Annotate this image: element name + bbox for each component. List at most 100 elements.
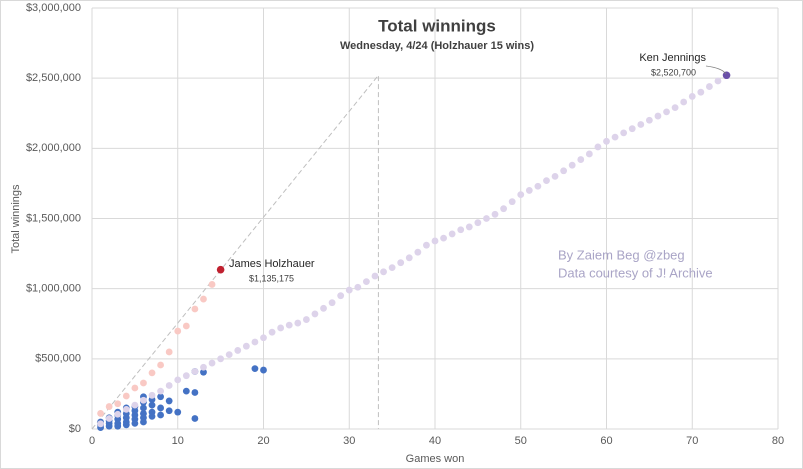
point [114,410,122,418]
point [97,410,104,417]
point [423,241,430,249]
y-tick-label: $1,000,000 [26,283,81,295]
point [534,182,542,190]
point [122,392,130,400]
x-tick-label: 10 [172,435,184,447]
highlight-point [216,265,225,274]
x-tick-label: 0 [89,435,95,447]
point [594,143,602,151]
chart-subtitle: Wednesday, 4/24 (Holzhauer 15 wins) [340,40,534,52]
point [157,393,165,401]
point [671,104,679,112]
credit: By Zaiem Beg @zbeg [558,247,685,262]
point [431,237,439,245]
x-tick-label: 60 [600,435,612,447]
point [260,366,267,374]
x-tick-label: 20 [257,435,269,447]
point [131,401,139,409]
point [483,215,490,222]
point [697,88,705,96]
point [105,403,113,410]
point [157,387,165,395]
annotation-value: $1,135,175 [249,273,294,283]
point [157,404,165,412]
marks [91,71,731,431]
x-tick-label: 70 [686,435,698,447]
point [208,359,216,367]
point [457,226,465,234]
point [114,400,122,408]
point [165,407,173,415]
point [663,108,670,116]
point [174,408,182,416]
point [654,112,662,120]
point [474,219,482,227]
x-tick-label: 30 [343,435,355,447]
y-tick-label: $2,500,000 [26,72,81,84]
point [611,133,619,141]
point [208,281,216,288]
point [577,156,585,163]
pace-line [91,73,379,430]
point [637,121,645,128]
y-axis-title: Total winnings [10,184,22,254]
point [363,278,370,286]
point [242,342,250,350]
point [200,363,207,371]
x-tick-label: 40 [429,435,441,447]
point [706,83,713,90]
point [603,137,610,145]
point [165,348,173,356]
point [165,397,173,405]
y-tick-label: $500,000 [35,353,81,365]
y-tick-label: $3,000,000 [26,2,81,14]
point [148,401,156,409]
point [440,234,447,242]
point [191,368,199,375]
point [131,384,139,392]
x-axis-title: Games won [406,453,465,465]
point [234,347,242,354]
point [260,334,267,342]
point [320,304,327,312]
point [131,419,139,427]
point [157,361,165,369]
point [380,268,387,276]
point [200,295,207,303]
point [465,223,473,231]
point [268,328,276,336]
point [285,321,293,329]
point [251,365,259,373]
point [122,405,130,413]
point [688,93,696,100]
point [200,368,207,376]
point [277,324,285,332]
point [114,422,122,430]
point [414,248,422,256]
grid [91,7,779,430]
point [122,421,130,429]
point [191,415,199,422]
point [337,292,345,300]
point [174,327,182,335]
point [397,259,405,267]
annotation-name: Ken Jennings [639,52,706,64]
point [294,319,302,327]
point [148,391,156,399]
point [388,264,396,272]
x-tick-label: 80 [772,435,784,447]
point [680,98,688,106]
point [560,167,568,175]
annotation-name: James Holzhauer [229,258,315,270]
point [525,187,533,194]
point [191,305,199,313]
x-tick-label: 50 [515,435,527,447]
point [508,198,516,206]
point [105,415,113,422]
point [517,191,525,199]
point [182,372,190,380]
point [345,286,353,294]
point [174,376,182,384]
point [405,254,413,262]
